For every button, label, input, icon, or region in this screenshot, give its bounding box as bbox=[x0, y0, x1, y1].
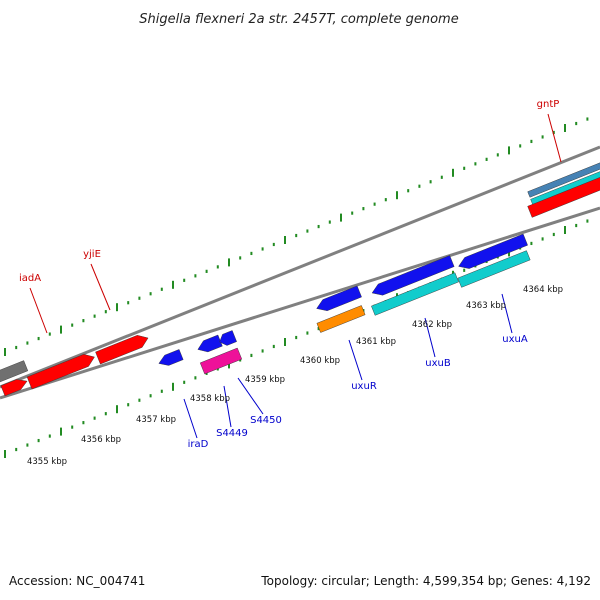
tick-rings bbox=[4, 117, 589, 458]
scale-label: 4355 kbp bbox=[27, 457, 67, 467]
forward-gene-label-leader-line bbox=[29, 287, 48, 334]
reverse-gene-label-leader-line bbox=[501, 293, 513, 334]
reverse-gene-label: S4449 bbox=[216, 428, 248, 439]
genome-backbone bbox=[0, 145, 600, 400]
backbone-line bbox=[0, 145, 600, 389]
gene-feature[interactable] bbox=[457, 250, 531, 288]
scale-label: 4358 kbp bbox=[190, 394, 230, 404]
gene-feature[interactable] bbox=[199, 347, 243, 375]
reverse-gene-label-leader-line bbox=[237, 377, 264, 415]
gene-feature[interactable] bbox=[527, 176, 600, 218]
genome-summary-text: Topology: circular; Length: 4,599,354 bp… bbox=[261, 574, 591, 588]
gene-feature[interactable] bbox=[196, 334, 223, 355]
reverse-gene-label-leader-line bbox=[223, 385, 232, 428]
scale-label: 4360 kbp bbox=[300, 356, 340, 366]
backbone-line bbox=[0, 206, 600, 400]
gene-feature[interactable] bbox=[95, 332, 151, 365]
scale-label: 4356 kbp bbox=[81, 435, 121, 445]
scale-label: 4362 kbp bbox=[412, 320, 452, 330]
gene-feature[interactable] bbox=[217, 330, 237, 347]
reverse-gene-label: iraD bbox=[188, 439, 209, 450]
scale-label: 4364 kbp bbox=[523, 285, 563, 295]
gene-features[interactable] bbox=[0, 162, 600, 397]
gene-feature[interactable] bbox=[0, 376, 29, 397]
gene-feature[interactable] bbox=[0, 360, 29, 384]
forward-gene-label-leader-line bbox=[547, 113, 562, 163]
scale-labels: 4355 kbp 4356 kbp 4357 kbp 4358 kbp 4359 kbp… bbox=[27, 285, 563, 467]
scale-label: 4357 kbp bbox=[136, 415, 176, 425]
reverse-gene-label-leader-line bbox=[348, 339, 363, 381]
forward-gene-label: yjiE bbox=[83, 249, 101, 260]
gene-feature[interactable] bbox=[370, 255, 455, 298]
scale-label: 4363 kbp bbox=[466, 301, 506, 311]
reverse-gene-label: uxuB bbox=[425, 358, 451, 369]
reverse-gene-label: uxuR bbox=[351, 381, 377, 392]
forward-gene-label: gntP bbox=[537, 99, 560, 110]
forward-gene-label: iadA bbox=[19, 273, 41, 284]
gene-feature[interactable] bbox=[456, 233, 528, 272]
forward-gene-label-leader-line bbox=[90, 263, 111, 311]
accession-text: Accession: NC_004741 bbox=[9, 574, 146, 588]
scale-label: 4359 kbp bbox=[245, 375, 285, 385]
gene-feature[interactable] bbox=[316, 305, 366, 333]
gene-feature[interactable] bbox=[314, 285, 362, 314]
gene-feature[interactable] bbox=[26, 351, 97, 390]
map-title: Shigella flexneri 2a str. 2457T, complet… bbox=[139, 12, 458, 27]
reverse-gene-label-leader-line bbox=[424, 317, 436, 358]
reverse-gene-label: S4450 bbox=[250, 415, 282, 426]
gene-feature[interactable] bbox=[371, 272, 459, 316]
scale-label: 4361 kbp bbox=[356, 337, 396, 347]
reverse-gene-label: uxuA bbox=[502, 334, 528, 345]
gene-feature[interactable] bbox=[157, 349, 184, 368]
reverse-gene-label-leader-line bbox=[183, 398, 198, 439]
gene-feature[interactable] bbox=[527, 162, 600, 198]
